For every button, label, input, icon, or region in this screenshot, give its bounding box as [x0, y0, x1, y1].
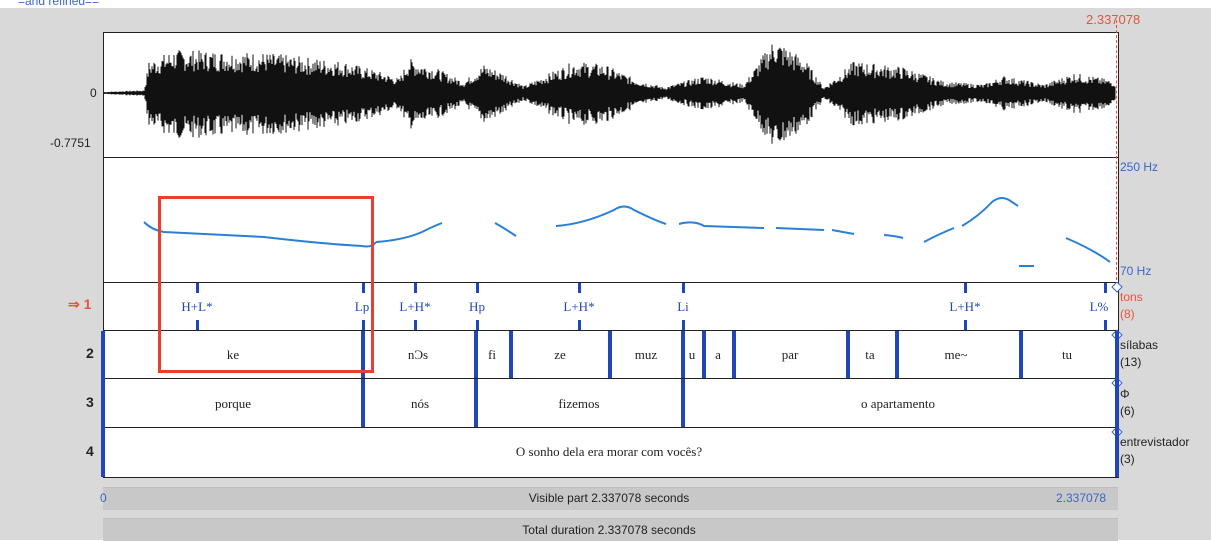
tone-point-lower	[414, 320, 417, 330]
total-duration-bar[interactable]	[103, 518, 1118, 541]
syllable-label[interactable]: par	[781, 347, 799, 362]
pitch-contour[interactable]	[104, 158, 1116, 282]
tone-point-lower	[964, 320, 967, 330]
tier-start-boundary	[101, 331, 105, 477]
syllable-label[interactable]: ta	[865, 347, 875, 362]
selected-tier-arrow-icon: ⇒	[68, 296, 80, 312]
waveform[interactable]	[104, 33, 1116, 157]
utterance-label[interactable]: O sonho dela era morar com vocês?	[515, 444, 703, 459]
tone-point-lower	[578, 320, 581, 330]
cursor-line	[1116, 20, 1117, 280]
top-strip	[0, 0, 1211, 8]
phrase-label[interactable]: nós	[410, 396, 430, 411]
tone-point[interactable]	[682, 283, 685, 293]
tone-label[interactable]: Hp	[469, 299, 485, 314]
total-duration-label: Total duration 2.337078 seconds	[522, 523, 696, 537]
tone-label[interactable]: L+H*	[949, 299, 981, 314]
pitch-max-label: 250 Hz	[1120, 160, 1159, 174]
syllable-label[interactable]: fi	[488, 347, 496, 362]
syllable-label[interactable]: muz	[634, 347, 658, 362]
syllable-label[interactable]: nƆs	[407, 347, 429, 362]
pitch-segment	[555, 205, 667, 227]
syllable-label[interactable]: ze	[554, 347, 566, 362]
tone-point[interactable]	[414, 283, 417, 293]
cursor-time: 2.337078	[1086, 12, 1141, 27]
wave-zero-label: 0	[90, 86, 97, 100]
phrase-boundary[interactable]	[474, 379, 478, 427]
tone-label[interactable]: L%	[1089, 299, 1109, 314]
pitch-tier-separator	[103, 282, 1118, 283]
pitch-segment	[961, 197, 1019, 227]
syllable-boundary[interactable]	[732, 331, 736, 378]
tone-label[interactable]: L+H*	[399, 299, 431, 314]
syllable-label[interactable]: me~	[944, 347, 968, 362]
tier3-number[interactable]: 3	[86, 394, 94, 410]
tone-label[interactable]: H+L*	[181, 299, 213, 314]
tone-label[interactable]: L+H*	[563, 299, 595, 314]
tone-point[interactable]	[578, 283, 581, 293]
syllable-label[interactable]: u	[688, 347, 696, 362]
tone-point-lower	[682, 320, 685, 330]
syllable-boundary[interactable]	[474, 331, 478, 378]
syllable-boundary[interactable]	[895, 331, 899, 378]
tone-point-lower	[1104, 320, 1107, 330]
pitch-segment	[831, 229, 855, 235]
tier-end-boundary	[1115, 331, 1119, 477]
visible-part-label: Visible part 2.337078 seconds	[528, 491, 690, 505]
tone-point-lower	[362, 320, 365, 330]
phrase-label[interactable]: o apartamento	[861, 396, 935, 411]
pitch-segment	[678, 221, 765, 229]
tier1-number[interactable]: ⇒ 1	[68, 296, 92, 312]
tier1-name[interactable]: tons (8)	[1120, 290, 1143, 321]
tier4-number[interactable]: 4	[86, 443, 94, 459]
tone-point[interactable]	[1104, 283, 1107, 293]
syllable-boundary[interactable]	[1019, 331, 1023, 378]
syllable-boundary[interactable]	[509, 331, 513, 378]
waveform-trace	[104, 44, 1116, 144]
tone-point-lower	[196, 320, 199, 330]
phrase-label[interactable]: porque	[214, 396, 252, 411]
pitch-segment	[1065, 237, 1111, 263]
pitch-segment	[775, 227, 825, 231]
tier2-name[interactable]: sílabas (13)	[1120, 338, 1159, 369]
tone-label[interactable]: Lp	[354, 299, 370, 314]
tier2-number[interactable]: 2	[86, 345, 94, 361]
syllable-boundary[interactable]	[361, 331, 365, 378]
pitch-segment	[494, 222, 517, 237]
tone-point[interactable]	[964, 283, 967, 293]
syllable-label[interactable]: ke	[226, 347, 240, 362]
tone-point[interactable]	[196, 283, 199, 293]
tier2-separator	[103, 378, 1118, 379]
syllable-boundary[interactable]	[681, 331, 685, 378]
pitch-segment	[143, 221, 377, 248]
tone-point[interactable]	[362, 283, 365, 293]
pitch-segment	[375, 222, 443, 243]
phrase-boundary[interactable]	[681, 379, 685, 427]
syllable-boundary[interactable]	[846, 331, 850, 378]
tier3-name[interactable]: Φ (6)	[1120, 387, 1135, 418]
visible-part-bar[interactable]	[103, 487, 1118, 510]
menu-fragment: =and refined==	[18, 0, 100, 8]
tier1-separator	[103, 330, 1118, 331]
syllable-boundary[interactable]	[702, 331, 706, 378]
wave-pitch-separator	[103, 157, 1118, 158]
tier4-name[interactable]: entrevistador (3)	[1120, 435, 1190, 466]
highlight-box	[158, 196, 374, 373]
tone-point[interactable]	[476, 283, 479, 293]
tier3-separator	[103, 427, 1118, 428]
syllable-label[interactable]: a	[715, 347, 721, 362]
pitch-min-label: 70 Hz	[1120, 264, 1152, 278]
tone-point-lower	[476, 320, 479, 330]
syllable-label[interactable]: tu	[1061, 347, 1073, 362]
pitch-segment	[923, 227, 955, 243]
visible-start-label: 0	[100, 491, 107, 505]
pitch-segment	[883, 234, 904, 239]
phrase-boundary[interactable]	[361, 379, 365, 427]
visible-end-label: 2.337078	[1056, 491, 1107, 505]
syllable-boundary[interactable]	[608, 331, 612, 378]
tone-label[interactable]: Li	[677, 299, 689, 314]
phrase-label[interactable]: fizemos	[558, 396, 600, 411]
wave-min-label: -0.7751	[50, 136, 91, 150]
